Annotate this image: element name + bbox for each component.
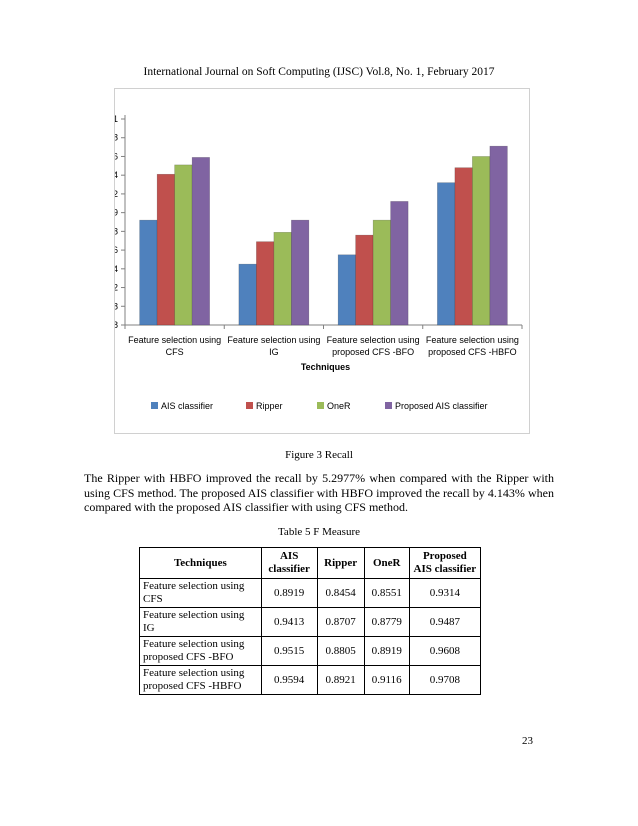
x-tick-label: Feature selection using <box>128 335 221 345</box>
y-tick-label: 0.94 <box>115 170 118 180</box>
header-proposed: Proposed AIS classifier <box>408 547 482 579</box>
table-row: Feature selection using CFS 0.8919 0.845… <box>139 578 482 608</box>
legend-swatch <box>151 402 158 409</box>
x-tick-label: IG <box>269 347 279 357</box>
cell-oner: 0.9116 <box>363 665 410 695</box>
legend-swatch <box>246 402 253 409</box>
y-tick-label: 0.82 <box>115 283 118 293</box>
y-tick-label: 0.84 <box>115 264 118 274</box>
x-tick-label: Feature selection using <box>426 335 519 345</box>
x-tick-label: Feature selection using <box>227 335 320 345</box>
cell-technique: Feature selection using IG <box>139 607 262 637</box>
cell-ripper: 0.8921 <box>316 665 365 695</box>
y-tick-label: 0.8 <box>115 301 118 311</box>
bar <box>355 234 374 326</box>
table-row: Feature selection using proposed CFS -BF… <box>139 636 482 666</box>
table-row: Feature selection using proposed CFS -HB… <box>139 665 482 695</box>
bar <box>174 164 193 326</box>
y-tick-label: 0.9 <box>115 208 118 218</box>
bar <box>372 219 391 326</box>
cell-ais: 0.9515 <box>260 636 318 666</box>
page-number: 23 <box>522 735 533 747</box>
y-tick-label: 0.78 <box>115 320 118 330</box>
cell-oner: 0.8919 <box>363 636 410 666</box>
header-techniques: Techniques <box>139 547 262 579</box>
journal-header: International Journal on Soft Computing … <box>143 66 495 78</box>
legend-label: OneR <box>327 401 351 411</box>
header-proposed-line-1: Proposed <box>422 550 467 562</box>
bar <box>238 263 257 326</box>
bar <box>156 173 175 326</box>
header-ais-line-2: classifier <box>268 563 310 575</box>
bar <box>191 157 210 326</box>
technique-line: Feature selection using <box>143 638 245 650</box>
bar <box>337 254 356 326</box>
x-tick-label: CFS <box>166 347 184 357</box>
figure-caption: Figure 3 Recall <box>285 449 353 461</box>
y-tick-label: 0.96 <box>115 151 118 161</box>
bar <box>273 232 292 326</box>
bar <box>472 156 491 326</box>
y-tick-label: 0.98 <box>115 133 118 143</box>
recall-bar-chart: 0.78 0.8 0.82 0.84 0.86 0.88 0.9 0.92 0.94 0.96 0.… <box>115 114 523 411</box>
y-tick-label: 0.86 <box>115 245 118 255</box>
table-row: Feature selection using IG 0.9413 0.8707… <box>139 607 482 637</box>
technique-line: proposed CFS -HBFO <box>143 680 242 692</box>
x-axis-title: Techniques <box>301 362 350 372</box>
legend-swatch <box>317 402 324 409</box>
body-paragraph: The Ripper with HBFO improved the recall… <box>84 471 554 514</box>
bar <box>390 201 409 326</box>
header-ripper: Ripper <box>316 547 365 579</box>
bar <box>139 219 158 326</box>
table-header-row: Techniques AIS classifier Ripper OneR Pr… <box>139 547 482 579</box>
cell-proposed: 0.9314 <box>408 578 482 608</box>
y-tick-label: 0.88 <box>115 226 118 236</box>
cell-ais: 0.9594 <box>260 665 318 695</box>
header-ais-classifier: AIS classifier <box>260 547 318 579</box>
cell-proposed: 0.9608 <box>408 636 482 666</box>
legend-label: Ripper <box>256 401 283 411</box>
recall-chart: 0.78 0.8 0.82 0.84 0.86 0.88 0.9 0.92 0.94 0.96 0.… <box>114 88 530 434</box>
f-measure-table: Techniques AIS classifier Ripper OneR Pr… <box>139 547 482 695</box>
cell-ais: 0.9413 <box>260 607 318 637</box>
technique-line: proposed CFS -BFO <box>143 651 234 663</box>
cell-technique: Feature selection using proposed CFS -BF… <box>139 636 262 666</box>
cell-technique: Feature selection using CFS <box>139 578 262 608</box>
legend-label: AIS classifier <box>161 401 213 411</box>
cell-technique: Feature selection using proposed CFS -HB… <box>139 665 262 695</box>
technique-line: Feature selection using CFS <box>143 580 245 605</box>
table-caption: Table 5 F Measure <box>277 526 360 538</box>
x-tick-label: proposed CFS -BFO <box>332 347 414 357</box>
cell-ripper: 0.8707 <box>316 607 365 637</box>
bar <box>454 167 473 326</box>
cell-proposed: 0.9487 <box>408 607 482 637</box>
cell-ripper: 0.8454 <box>316 578 365 608</box>
header-proposed-line-2: AIS classifier <box>413 563 477 575</box>
y-tick-label: 0.92 <box>115 189 118 199</box>
technique-line: Feature selection using <box>143 667 245 679</box>
header-oner: OneR <box>363 547 410 579</box>
cell-oner: 0.8551 <box>363 578 410 608</box>
bar <box>291 219 310 326</box>
y-tick-label: 1 <box>115 114 118 124</box>
cell-ais: 0.8919 <box>260 578 318 608</box>
header-ais-line-1: AIS <box>279 550 299 562</box>
legend-swatch <box>385 402 392 409</box>
x-tick-label: proposed CFS -HBFO <box>428 347 517 357</box>
bar <box>256 241 275 326</box>
cell-ripper: 0.8805 <box>316 636 365 666</box>
technique-line: Feature selection using IG <box>143 609 245 634</box>
bar <box>489 145 508 326</box>
bar <box>437 182 456 326</box>
cell-proposed: 0.9708 <box>408 665 482 695</box>
cell-oner: 0.8779 <box>363 607 410 637</box>
x-tick-label: Feature selection using <box>327 335 420 345</box>
legend-label: Proposed AIS classifier <box>395 401 488 411</box>
